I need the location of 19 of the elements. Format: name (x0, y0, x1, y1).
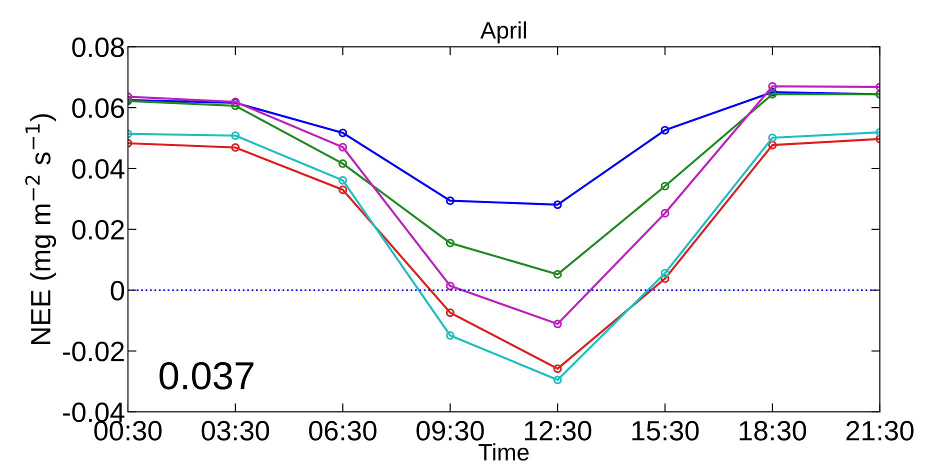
x-axis-title: Time (478, 443, 529, 461)
chart-title: April (480, 21, 526, 44)
x-tick-label: 06:30 (309, 420, 376, 441)
y-tick-label: 0 (110, 280, 124, 300)
x-tick-label: 00:30 (94, 420, 162, 441)
x-tick-label: 12:30 (524, 420, 592, 441)
x-tick-label: 03:30 (202, 420, 270, 441)
x-tick-label: 09:30 (416, 420, 484, 441)
y-axis-title: NEE (mg m$^{−2}$ s$^{−1}$) (25, 114, 56, 344)
y-tick-label: 0.04 (72, 159, 124, 179)
x-tick-label: 18:30 (740, 420, 806, 441)
y-tick-label: 0.08 (72, 37, 124, 58)
y-tick-label: -0.04 (63, 402, 124, 422)
annotation: 0.037 (160, 362, 254, 390)
y-tick-label: 0.02 (72, 220, 124, 240)
y-tick-label: 0.06 (72, 98, 124, 118)
x-tick-label: 21:30 (846, 420, 914, 441)
y-tick-label: -0.02 (63, 342, 124, 362)
x-tick-label: 15:30 (632, 420, 699, 441)
